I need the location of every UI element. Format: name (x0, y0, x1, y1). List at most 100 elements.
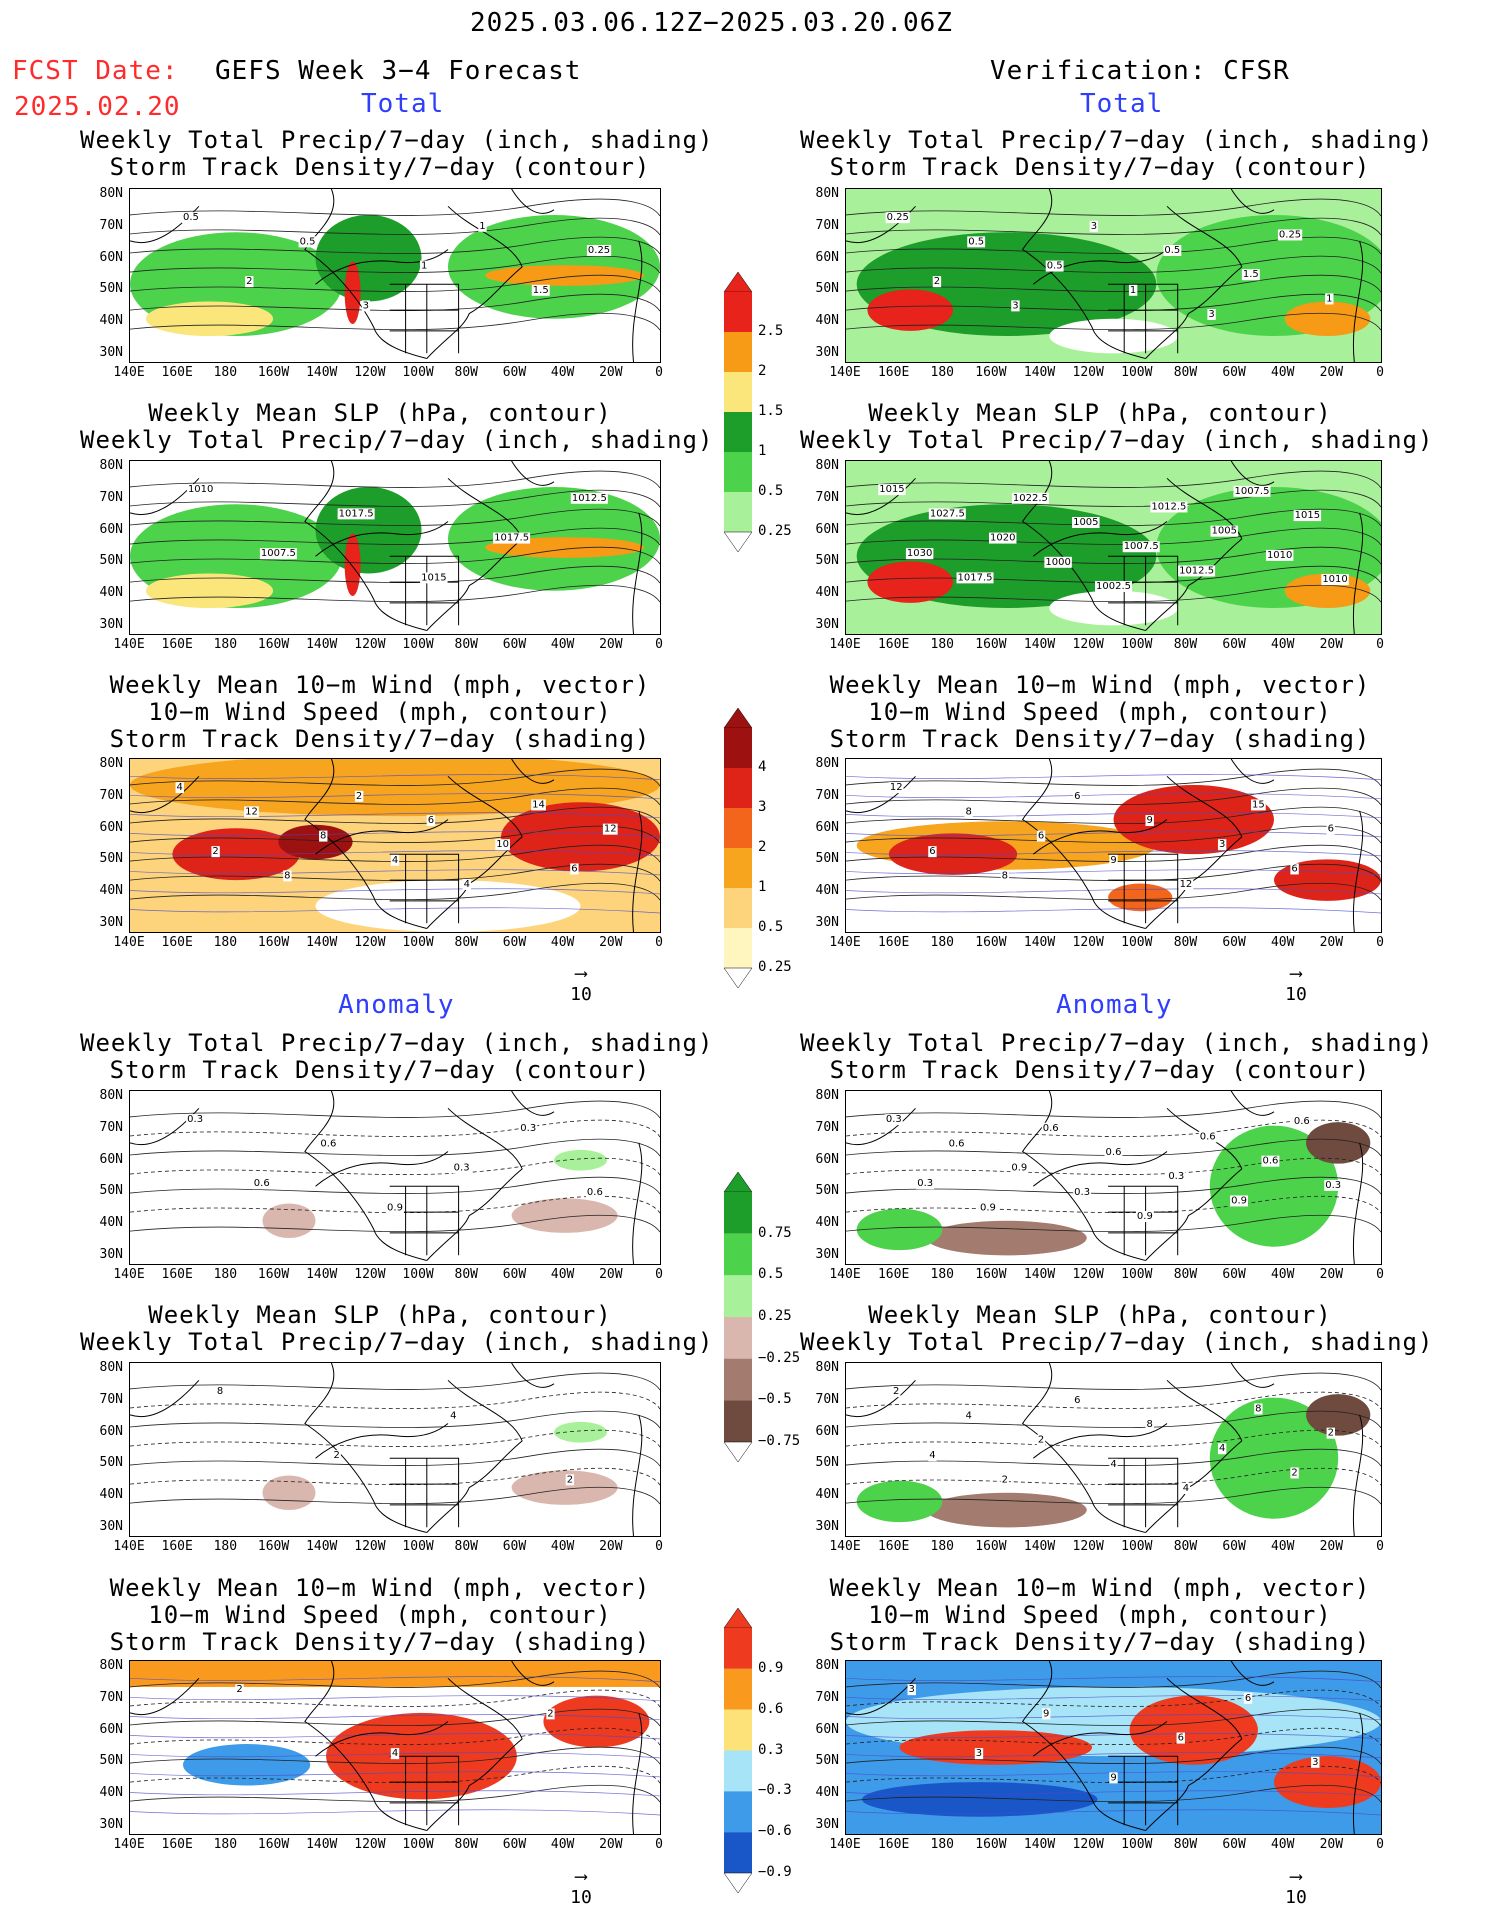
contour-label: 2 (547, 1708, 553, 1719)
lon-label: 0 (1376, 1267, 1384, 1282)
lat-label: 80N (815, 1658, 839, 1673)
colorbar-label: −0.75 (758, 1433, 801, 1449)
lat-label: 70N (99, 1391, 123, 1407)
title-p2: Weekly Total Precip/7−day (inch, shading… (800, 126, 1434, 181)
colorbar-swatch (724, 1791, 752, 1833)
lon-label: 60W (502, 637, 527, 652)
p3-svg: 1010 1007.5 1017.5 1015 1017.5 1012.5 (130, 461, 660, 634)
colorbar-swatch (724, 1233, 752, 1276)
title-p10: Weekly Mean SLP (hPa, contour) Weekly Tot… (800, 1301, 1434, 1356)
lat-label: 50N (99, 851, 123, 867)
cb1-svg (723, 271, 753, 553)
colorbar-label: 0.9 (758, 1659, 784, 1676)
lon-label: 20W (1319, 365, 1344, 380)
lon-label: 140W (1023, 935, 1056, 950)
lat-label: 50N (815, 1753, 839, 1769)
colorbar-label: 0.75 (758, 1224, 792, 1241)
contour-label: 12 (1180, 879, 1193, 890)
colorbar-swatch (724, 808, 752, 848)
contour-label: 0.3 (1074, 1187, 1090, 1198)
lat-label: 60N (815, 1151, 839, 1167)
colorbar-label: 2.5 (758, 323, 784, 339)
colorbar-label: 0.3 (758, 1741, 784, 1758)
map-slp-precip-verification: 1015 1030 1027.5 1017.5 1020 1022.5 1000 1005 10… (845, 460, 1382, 635)
title-p4: Weekly Mean SLP (hPa, contour) Weekly Tot… (800, 399, 1434, 454)
colorbar-label: −0.3 (758, 1782, 792, 1799)
lat-label: 60N (99, 1423, 123, 1439)
lat-label: 70N (815, 1689, 839, 1705)
lat-label: 40N (99, 313, 123, 329)
lon-label: 40W (1270, 935, 1295, 950)
p10-svg: 2 4 4 2 2 6 4 8 4 4 8 2 2 (846, 1363, 1381, 1536)
right-title: Verification: CFSR (990, 56, 1290, 86)
lon-label: 100W (402, 365, 434, 380)
lat-label: 70N (815, 787, 839, 803)
lat-label: 40N (815, 1487, 839, 1503)
lat-label: 60N (99, 249, 123, 265)
lon-label: 20W (1319, 637, 1344, 652)
contour-label: 1015 (421, 572, 446, 583)
lat-label: 30N (815, 1817, 839, 1832)
lon-label: 80W (1173, 1539, 1198, 1554)
lon-label: 100W (402, 1837, 434, 1852)
map-wind-storm-verification: 12 6 8 8 6 6 9 9 12 3 15 6 6 (845, 758, 1382, 933)
colorbar-label: 1 (758, 443, 767, 459)
colorbar-label: 0.5 (758, 1266, 784, 1283)
lon-label: 160W (257, 935, 290, 950)
lon-label: 180 (930, 935, 954, 950)
title-p7: Weekly Total Precip/7−day (inch, shading… (80, 1029, 714, 1084)
contour-label: 4 (1183, 1483, 1189, 1494)
contour-label: 8 (217, 1386, 223, 1397)
contour-label: 1.5 (533, 285, 549, 296)
lon-label: 100W (1121, 365, 1153, 380)
lon-label: 180 (930, 1837, 954, 1852)
lon-label: 160W (975, 1837, 1007, 1852)
cb4-svg (723, 1607, 753, 1894)
colorbar-swatch (724, 848, 752, 888)
lon-label: 60W (1222, 1267, 1246, 1282)
colorbar-label: 2 (758, 363, 767, 379)
contour-label: 1005 (1073, 517, 1098, 528)
contour-label: 8 (1002, 870, 1008, 881)
map-wind-storm-forecast: 4 2 12 8 8 2 4 6 4 10 14 6 12 (129, 758, 661, 933)
map-precip-storm-forecast: 0.5 2 0.5 3 1 1 1.5 0.25 (129, 188, 661, 363)
lat-label: 70N (99, 489, 123, 505)
cb3-svg (723, 1171, 753, 1463)
contour-label: 2 (934, 276, 940, 287)
p11-svg: 2 4 2 (130, 1661, 660, 1834)
lon-label: 0 (1376, 637, 1384, 652)
lon-label: 160W (257, 1267, 290, 1282)
map-wind-storm-anom-verification: 3 3 9 9 6 6 3 (845, 1660, 1382, 1835)
lat-label: 60N (815, 819, 839, 835)
lon-label: 140E (829, 1267, 861, 1282)
colorbar-label: −0.9 (758, 1864, 792, 1880)
contour-label: 1012.5 (1151, 501, 1186, 512)
lon-label: 140E (829, 365, 861, 380)
colorbar-swatch (724, 452, 752, 492)
contour-label: 3 (1208, 309, 1214, 320)
lon-label: 120W (1072, 1267, 1104, 1282)
contour-label: 10 (496, 839, 509, 850)
contour-label: 8 (965, 806, 971, 817)
lon-label: 160W (257, 365, 290, 380)
lat-label: 50N (815, 553, 839, 569)
lat-label: 40N (815, 313, 839, 329)
lon-label: 0 (655, 1837, 663, 1852)
p5-svg: 4 2 12 8 8 2 4 6 4 10 14 6 12 (130, 759, 660, 932)
p12-svg: 3 3 9 9 6 6 3 (846, 1661, 1381, 1834)
lon-label: 140W (1023, 1539, 1056, 1554)
lon-label: 80W (1173, 365, 1198, 380)
lat-label: 30N (815, 617, 839, 632)
lon-label: 40W (1270, 1539, 1295, 1554)
contour-label: 6 (1178, 1733, 1184, 1744)
contour-label: 1000 (1045, 557, 1070, 568)
colorbar-swatch (724, 372, 752, 412)
lat-label: 60N (99, 819, 123, 835)
lon-label: 180 (930, 1539, 954, 1554)
lat-label: 40N (99, 1215, 123, 1231)
contour-label: 1005 (1212, 526, 1237, 537)
lon-label: 180 (930, 1267, 954, 1282)
contour-label: 4 (464, 879, 470, 890)
lon-label: 140E (113, 365, 145, 380)
title-p3: Weekly Mean SLP (hPa, contour) Weekly Tot… (80, 399, 714, 454)
